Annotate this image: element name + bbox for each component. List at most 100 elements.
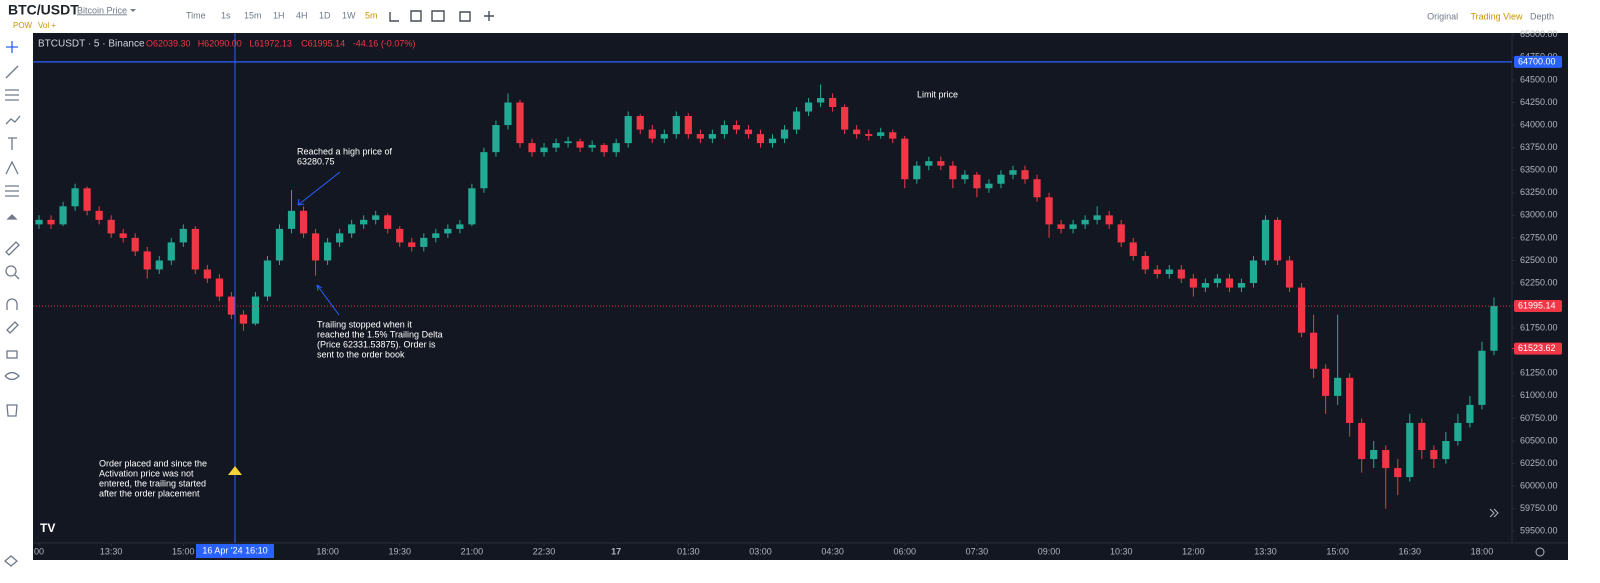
candle-body: [901, 138, 909, 180]
legend-value: L61972.13: [249, 38, 292, 48]
candle-body: [336, 233, 344, 243]
candle-body: [468, 188, 476, 225]
view-button[interactable]: Depth: [1530, 11, 1554, 21]
annotation: Trailing stopped when it: [317, 319, 412, 329]
candle-body: [1394, 468, 1402, 478]
candle-body: [732, 125, 741, 130]
candle-body: [792, 111, 801, 130]
candle-body: [516, 102, 524, 144]
drawing-toolbar: [3, 41, 21, 567]
candle-body: [1442, 441, 1450, 460]
source-link[interactable]: Bitcoin Price: [77, 5, 127, 15]
candle-body: [287, 210, 296, 229]
scroll-icon[interactable]: [1489, 508, 1499, 518]
arrow: [297, 171, 341, 206]
x-tick-label: 07:30: [966, 546, 989, 556]
y-tick-label: 59500.00: [1520, 526, 1558, 536]
candle-body: [1249, 260, 1258, 284]
candle-body: [1021, 170, 1029, 180]
candle-body: [937, 161, 945, 166]
tag[interactable]: Vol +: [38, 21, 56, 30]
annotation: Reached a high price of: [297, 146, 393, 156]
x-tick-label: 15:00: [1326, 546, 1349, 556]
candle-body: [624, 116, 632, 144]
price-tag-label: 64700.00: [1518, 56, 1556, 66]
interval-button[interactable]: 1s: [221, 10, 231, 20]
candle-body: [299, 210, 308, 234]
x-tick-label: 18:00: [316, 546, 339, 556]
candle-body: [360, 219, 368, 225]
chart-tool-icon[interactable]: [431, 10, 445, 22]
candle-body: [408, 242, 416, 247]
candle-body: [384, 215, 392, 229]
candle-body: [480, 152, 488, 189]
candle-body: [1225, 278, 1234, 288]
candle-body: [155, 260, 163, 270]
interval-button[interactable]: 1D: [319, 10, 331, 20]
candle-body: [684, 116, 692, 135]
candle-body: [504, 102, 512, 126]
tag[interactable]: POW: [13, 21, 33, 30]
candle-body: [804, 102, 813, 112]
candle-body: [1213, 278, 1222, 284]
x-tick-label: 16:30: [1399, 546, 1422, 556]
y-tick-label: 60000.00: [1520, 481, 1558, 491]
y-tick-label: 60750.00: [1520, 413, 1558, 423]
candle-body: [143, 251, 151, 270]
candle-body: [1153, 269, 1161, 275]
view-button[interactable]: Trading View: [1470, 11, 1523, 21]
chart-tool-icon[interactable]: [459, 11, 471, 22]
price-tag: [1514, 342, 1562, 355]
candle-body: [997, 174, 1005, 184]
y-tick-label: 62250.00: [1520, 277, 1558, 287]
x-tick-label: 06:00: [894, 546, 917, 556]
interval-button[interactable]: Time: [186, 10, 206, 20]
settings-icon[interactable]: [1535, 547, 1545, 557]
price-tag-label: 61523.62: [1518, 343, 1556, 353]
chart-tool-icon[interactable]: [410, 10, 422, 22]
candle-body: [1490, 306, 1498, 351]
view-button[interactable]: Original: [1427, 11, 1458, 21]
x-tick-label: 13:30: [100, 546, 123, 556]
candle-body: [841, 107, 849, 130]
x-tick-label: 17: [611, 546, 621, 556]
candle-body: [83, 188, 91, 211]
interval-button[interactable]: 5m: [365, 10, 378, 20]
candle-body: [1309, 332, 1318, 369]
candle-body: [1382, 450, 1390, 469]
candle-body: [372, 215, 380, 220]
interval-button[interactable]: 15m: [244, 10, 262, 20]
y-tick-label: 60500.00: [1520, 435, 1558, 445]
y-tick-label: 64000.00: [1520, 119, 1558, 129]
chart-tool-icon[interactable]: [484, 11, 494, 21]
candle-body: [1045, 197, 1053, 225]
candle-body: [1009, 170, 1017, 175]
candle-body: [1273, 219, 1282, 261]
price-tag: [1514, 55, 1562, 68]
candle-body: [913, 165, 921, 180]
interval-button[interactable]: 1H: [273, 10, 285, 20]
chart-tool-icon[interactable]: [389, 12, 399, 22]
candle-body: [1322, 368, 1330, 396]
interval-button[interactable]: 4H: [296, 10, 308, 20]
x-tick-label: 01:30: [677, 546, 700, 556]
legend-value: O62039.30: [146, 38, 191, 48]
candle-body: [1346, 377, 1354, 423]
annotation: Order placed and since the: [99, 458, 207, 468]
annotation: reached the 1.5% Trailing Delta: [317, 329, 443, 339]
candle-body: [1454, 422, 1462, 441]
candle-body: [540, 147, 548, 153]
candle-body: [961, 174, 969, 180]
candle-body: [949, 165, 957, 180]
candle-body: [1334, 377, 1342, 396]
candle-body: [239, 314, 248, 324]
candle-body: [95, 210, 103, 220]
y-tick-label: 61250.00: [1520, 368, 1558, 378]
interval-button[interactable]: 1W: [342, 10, 356, 20]
y-tick-label: 62750.00: [1520, 232, 1558, 242]
dropdown-icon[interactable]: [130, 9, 136, 12]
x-tick-label: 10:30: [1110, 546, 1133, 556]
candle-body: [1237, 283, 1246, 288]
candle-body: [1418, 422, 1426, 451]
